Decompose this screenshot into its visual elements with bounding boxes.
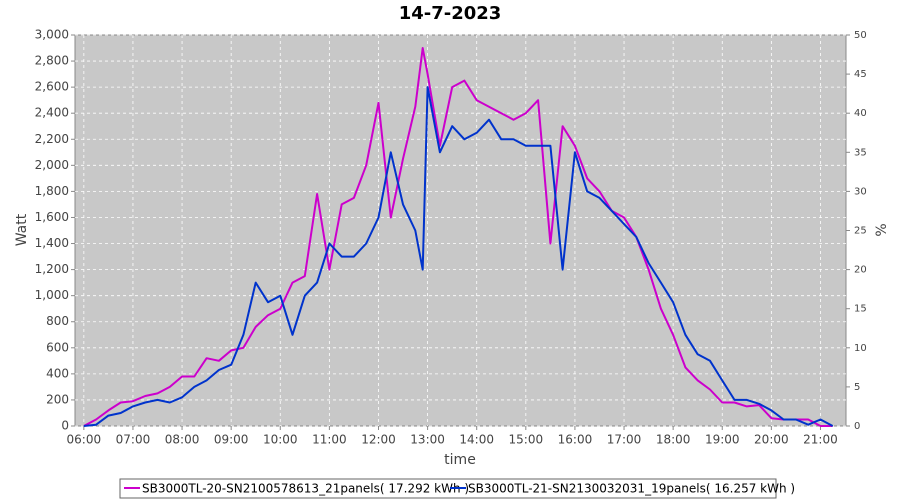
y-tick-label: 1,400 bbox=[35, 236, 69, 250]
y2-tick-label: 10 bbox=[854, 343, 867, 354]
y2-axis-label: % bbox=[874, 223, 890, 236]
legend bbox=[119, 478, 777, 499]
y-tick-label: 3,000 bbox=[35, 28, 69, 42]
y-tick-label: 800 bbox=[46, 314, 69, 328]
y-tick-label: 2,600 bbox=[35, 80, 69, 94]
x-tick-label: 20:00 bbox=[754, 433, 789, 447]
series-line bbox=[83, 86, 834, 427]
y2-tick-label: 50 bbox=[854, 30, 867, 41]
x-tick-label: 19:00 bbox=[705, 433, 740, 447]
y-tick-label: 600 bbox=[46, 340, 69, 354]
y2-tick-label: 40 bbox=[854, 108, 867, 119]
x-tick-label: 21:00 bbox=[803, 433, 838, 447]
x-tick-label: 12:00 bbox=[361, 433, 396, 447]
y-tick-label: 1,200 bbox=[35, 262, 69, 276]
series-line bbox=[83, 47, 833, 427]
y-tick-label: 1,600 bbox=[35, 210, 69, 224]
y-tick-label: 200 bbox=[46, 392, 69, 406]
y-tick-label: 1,800 bbox=[35, 184, 69, 198]
x-tick-label: 07:00 bbox=[116, 433, 151, 447]
y-tick-label: 400 bbox=[46, 366, 69, 380]
chart-title: 14-7-2023 bbox=[399, 3, 502, 24]
y2-tick-label: 5 bbox=[854, 382, 860, 393]
legend-label: SB3000TL-20-SN2100578613_21panels( 17.29… bbox=[142, 482, 469, 496]
plot-area bbox=[74, 34, 847, 427]
y2-tick-label: 35 bbox=[854, 147, 867, 158]
x-tick-label: 14:00 bbox=[459, 433, 494, 447]
x-tick-label: 10:00 bbox=[263, 433, 298, 447]
x-tick-label: 18:00 bbox=[656, 433, 691, 447]
y2-tick-label: 25 bbox=[854, 226, 867, 237]
y-tick-label: 1,000 bbox=[35, 288, 69, 302]
x-tick-label: 08:00 bbox=[165, 433, 200, 447]
y2-tick-label: 0 bbox=[854, 421, 860, 432]
y2-tick-label: 30 bbox=[854, 186, 867, 197]
y2-tick-label: 20 bbox=[854, 265, 867, 276]
x-axis-label: time bbox=[444, 452, 476, 468]
x-tick-label: 09:00 bbox=[214, 433, 249, 447]
x-tick-label: 17:00 bbox=[607, 433, 642, 447]
y-tick-label: 2,200 bbox=[35, 132, 69, 146]
legend-label: SB3000TL-21-SN2130032031_19panels( 16.25… bbox=[468, 482, 795, 496]
y-tick-label: 0 bbox=[61, 419, 69, 433]
x-tick-label: 15:00 bbox=[509, 433, 544, 447]
x-tick-label: 16:00 bbox=[558, 433, 593, 447]
x-tick-label: 06:00 bbox=[67, 433, 102, 447]
y-tick-label: 2,800 bbox=[35, 54, 69, 68]
y-axis-label: Watt bbox=[14, 213, 30, 246]
y-tick-label: 2,400 bbox=[35, 106, 69, 120]
x-tick-label: 11:00 bbox=[312, 433, 347, 447]
x-tick-label: 13:00 bbox=[410, 433, 445, 447]
y2-tick-label: 15 bbox=[854, 304, 867, 315]
y-tick-label: 2,000 bbox=[35, 158, 69, 172]
y2-tick-label: 45 bbox=[854, 69, 867, 80]
